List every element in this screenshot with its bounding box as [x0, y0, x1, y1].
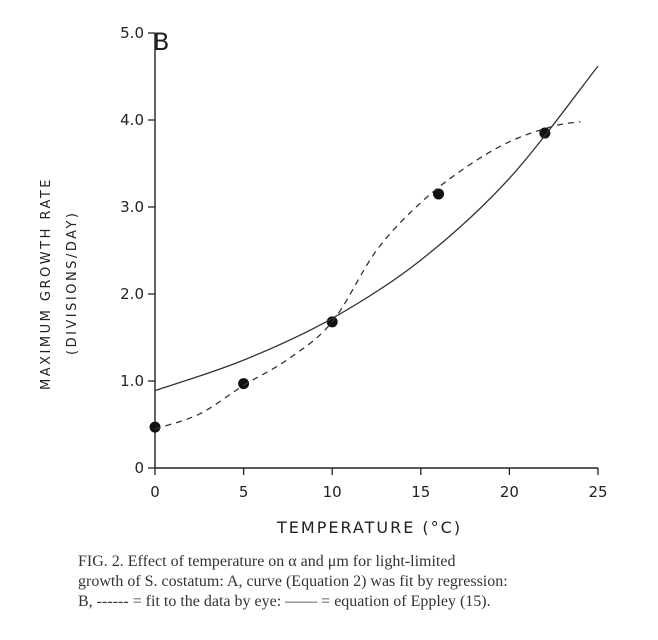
x-tick-label: 15 [411, 483, 430, 501]
figure-caption: FIG. 2. Effect of temperature on α and μ… [78, 552, 638, 612]
dashed-fit-curve [154, 121, 581, 430]
labels: B MAXIMUM GROWTH RATE (DIVISIONS/DAY) TE… [39, 28, 462, 537]
growth-rate-chart: 0 1.0 2.0 3.0 4.0 5.0 0 5 10 15 20 25 B MAXIMUM GRO… [39, 24, 608, 537]
series-layer [149, 65, 599, 433]
y-tick-label: 3.0 [120, 198, 144, 216]
y-tick-label: 2.0 [120, 285, 144, 303]
y-tick-label: 5.0 [120, 24, 144, 42]
y-tick-label: 1.0 [120, 372, 144, 390]
data-point [238, 378, 250, 390]
y-tick-label: 4.0 [120, 111, 144, 129]
caption-line-3: B, ------ = fit to the data by eye: —— =… [78, 593, 491, 610]
y-tick-label: 0 [134, 459, 144, 477]
y-axis-label-line1: MAXIMUM GROWTH RATE [39, 177, 54, 390]
x-tick-label: 5 [239, 483, 249, 501]
caption-line-1: FIG. 2. Effect of temperature on α and μ… [78, 553, 456, 570]
data-point [539, 127, 551, 139]
x-tick-label: 20 [500, 483, 519, 501]
x-axis-label: TEMPERATURE (°C) [276, 518, 462, 537]
caption-line-2: growth of S. costatum: A, curve (Equatio… [78, 573, 508, 590]
x-tick-label: 0 [150, 483, 160, 501]
y-axis-label-line2: (DIVISIONS/DAY) [65, 211, 80, 356]
data-point [149, 421, 161, 433]
x-tick-label: 25 [588, 483, 607, 501]
data-point [433, 188, 445, 200]
x-tick-label: 10 [323, 483, 342, 501]
panel-label: B [153, 28, 169, 56]
solid-eppley-curve [154, 65, 599, 392]
axes: 0 1.0 2.0 3.0 4.0 5.0 0 5 10 15 20 25 [120, 24, 607, 501]
